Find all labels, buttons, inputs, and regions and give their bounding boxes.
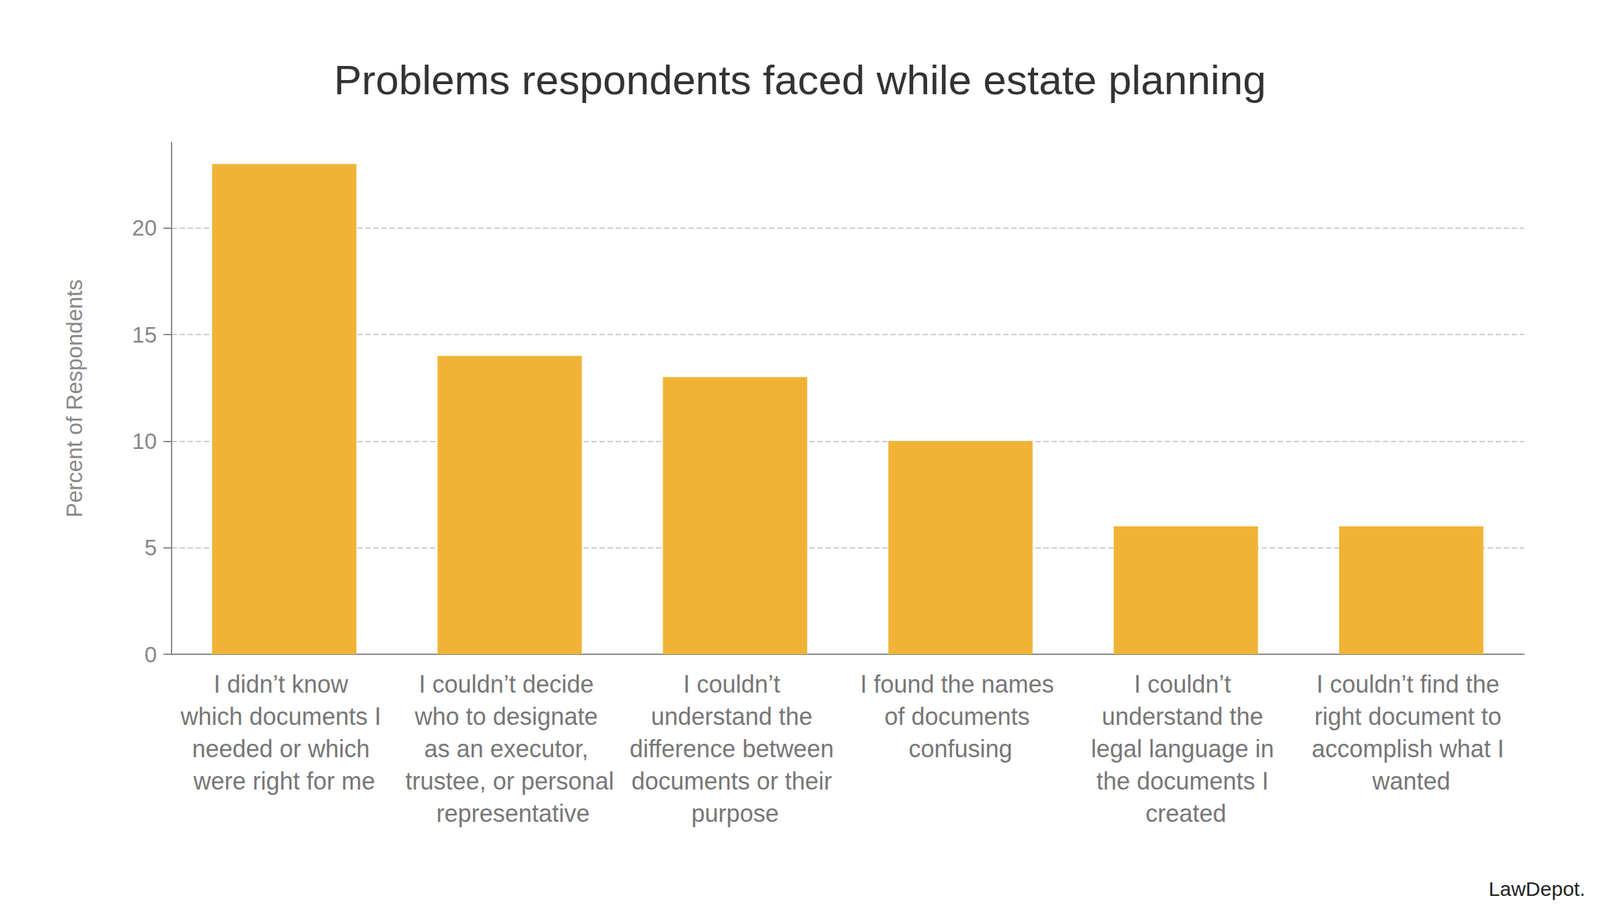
svg-text:I found the names: I found the names	[859, 670, 1061, 698]
svg-text:right document to: right document to	[1314, 702, 1508, 731]
svg-text:I couldn’t: I couldn’t	[1133, 670, 1238, 698]
svg-text:accomplish what I: accomplish what I	[1311, 734, 1511, 763]
svg-text:purpose: purpose	[691, 799, 779, 827]
svg-text:10: 10	[131, 428, 157, 454]
svg-text:needed or which: needed or which	[191, 734, 377, 763]
svg-text:created: created	[1145, 799, 1226, 827]
svg-text:I didn’t know: I didn’t know	[213, 670, 355, 698]
svg-text:legal language in: legal language in	[1090, 734, 1281, 763]
svg-text:difference between: difference between	[629, 734, 842, 763]
svg-text:Problems respondents faced whi: Problems respondents faced while estate …	[333, 56, 1267, 103]
svg-text:20: 20	[131, 215, 157, 241]
svg-text:Percent of Respondents: Percent of Respondents	[61, 279, 87, 518]
svg-text:trustee, or personal: trustee, or personal	[405, 767, 614, 795]
svg-text:the documents I: the documents I	[1096, 767, 1276, 795]
svg-text:representative: representative	[429, 799, 590, 827]
svg-text:15: 15	[131, 322, 157, 348]
svg-text:which documents I: which documents I	[179, 702, 388, 731]
svg-text:5: 5	[144, 534, 157, 560]
svg-text:LawDepot.: LawDepot.	[1488, 877, 1586, 900]
svg-text:as an executor,: as an executor,	[423, 734, 595, 763]
svg-text:who to designate: who to designate	[413, 702, 605, 731]
svg-text:documents or their: documents or their	[631, 767, 839, 795]
svg-text:wanted: wanted	[1371, 767, 1450, 795]
svg-text:understand the: understand the	[1101, 702, 1270, 731]
svg-text:of documents: of documents	[884, 702, 1037, 731]
svg-text:I couldn’t find the: I couldn’t find the	[1316, 670, 1506, 698]
svg-text:understand the: understand the	[650, 702, 819, 731]
svg-text:0: 0	[144, 641, 157, 667]
svg-text:were right for me: were right for me	[192, 767, 375, 795]
svg-text:confusing: confusing	[908, 734, 1012, 763]
svg-text:I couldn’t: I couldn’t	[682, 670, 787, 698]
svg-text:I couldn’t decide: I couldn’t decide	[418, 670, 601, 698]
